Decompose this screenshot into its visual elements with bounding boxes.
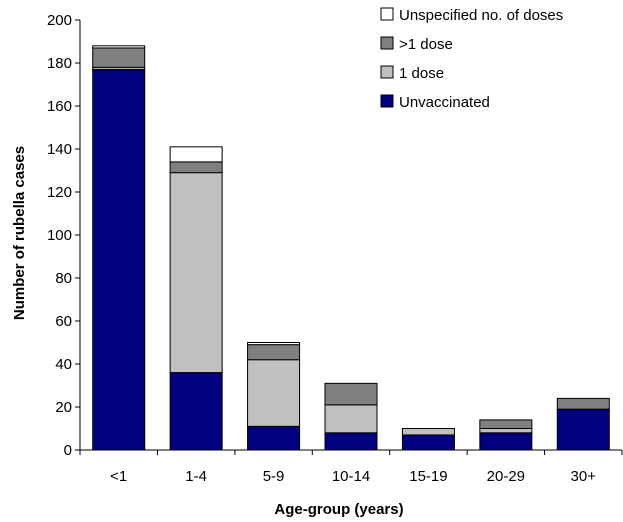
y-tick-label: 140 <box>47 141 72 158</box>
y-tick-label: 200 <box>47 12 72 29</box>
bar-unspecified-no-of-doses-1 <box>92 45 146 49</box>
bar-1-dose-15-19 <box>401 428 455 436</box>
axes-layer: 0 20 40 60 80 100 120 140 160 180 200 <1 1-4 5-9 10-14… <box>47 12 623 485</box>
bar-1-dose-30 <box>556 397 610 410</box>
bar-unvaccinated-1 <box>92 68 146 451</box>
y-tick-label: 100 <box>47 227 72 244</box>
legend-swatch-1-dose <box>380 65 394 79</box>
y-tick-label: 60 <box>55 313 72 330</box>
y-tick-label: 180 <box>47 55 72 72</box>
y-tick-label: 160 <box>47 98 72 115</box>
x-tick-label: 20-29 <box>487 468 525 485</box>
bar-1-dose-10-14 <box>324 404 378 434</box>
bar-1-dose-5-9 <box>247 344 301 361</box>
bar-1-dose-10-14 <box>324 382 378 406</box>
bar-unvaccinated-20-29 <box>479 432 533 451</box>
legend: Unspecified no. of doses >1 dose 1 dose Un… <box>380 7 563 111</box>
legend-swatch-1-dose <box>380 36 394 50</box>
y-tick-label: 80 <box>55 270 72 287</box>
bar-unspecified-no-of-doses-1-4 <box>169 146 223 163</box>
x-tick-label: 1-4 <box>185 468 207 485</box>
y-tick-label: 40 <box>55 356 72 373</box>
bar-unspecified-no-of-doses-5-9 <box>247 342 301 346</box>
x-axis-title: Age-group (years) <box>274 501 403 518</box>
legend-label-unvaccinated: Unvaccinated <box>399 94 490 111</box>
bar-1-dose-20-29 <box>479 428 533 434</box>
bar-unvaccinated-10-14 <box>324 432 378 451</box>
legend-swatch-unvaccinated <box>380 94 394 108</box>
y-tick-label: 20 <box>55 399 72 416</box>
bar-unvaccinated-15-19 <box>401 434 455 451</box>
bar-unvaccinated-5-9 <box>247 425 301 451</box>
x-tick-label: <1 <box>110 468 127 485</box>
y-tick-label: 0 <box>64 442 72 459</box>
x-tick-label: 30+ <box>571 468 597 485</box>
bar-1-dose-1 <box>92 47 146 68</box>
bar-unvaccinated-1-4 <box>169 372 223 451</box>
x-tick-label: 15-19 <box>409 468 447 485</box>
bar-1-dose-20-29 <box>479 419 533 429</box>
y-tick-label: 120 <box>47 184 72 201</box>
bar-1-dose-1-4 <box>169 161 223 174</box>
x-tick-label: 10-14 <box>332 468 370 485</box>
legend-label-unspecified-no-of-doses: Unspecified no. of doses <box>399 7 563 24</box>
bars-layer <box>92 45 610 451</box>
bar-unvaccinated-30 <box>556 408 610 451</box>
legend-label-1-dose: 1 dose <box>399 65 444 82</box>
x-tick-label: 5-9 <box>263 468 285 485</box>
bar-1-dose-5-9 <box>247 359 301 427</box>
y-axis-title: Number of rubella cases <box>11 146 28 320</box>
legend-swatch-unspecified-no-of-doses <box>380 7 394 21</box>
bar-1-dose-1-4 <box>169 172 223 374</box>
legend-label-1-dose: >1 dose <box>399 36 453 53</box>
